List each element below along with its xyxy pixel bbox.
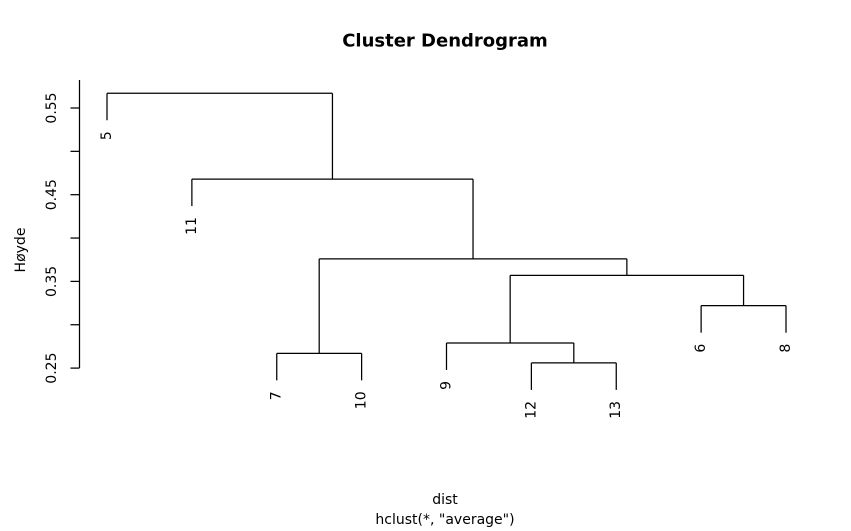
leaf-label: 6 bbox=[693, 344, 709, 353]
leaf-label: 11 bbox=[184, 217, 200, 235]
leaf-label: 7 bbox=[269, 391, 285, 400]
x-axis-sublabel: hclust(*, "average") bbox=[375, 512, 515, 528]
y-tick-label: 0.55 bbox=[44, 92, 60, 123]
y-axis-label: Høyde bbox=[13, 227, 29, 273]
y-tick-label: 0.45 bbox=[44, 179, 60, 210]
leaf-label: 12 bbox=[523, 401, 539, 419]
leaf-label: 9 bbox=[439, 381, 455, 390]
leaf-label: 8 bbox=[778, 344, 794, 353]
chart-title: Cluster Dendrogram bbox=[342, 30, 548, 52]
leaf-label: 5 bbox=[99, 131, 115, 140]
y-tick-label: 0.25 bbox=[44, 353, 60, 384]
y-tick-label: 0.35 bbox=[44, 266, 60, 297]
leaf-label: 10 bbox=[354, 391, 370, 409]
leaf-label: 13 bbox=[608, 401, 624, 419]
x-axis-label: dist bbox=[432, 492, 458, 508]
